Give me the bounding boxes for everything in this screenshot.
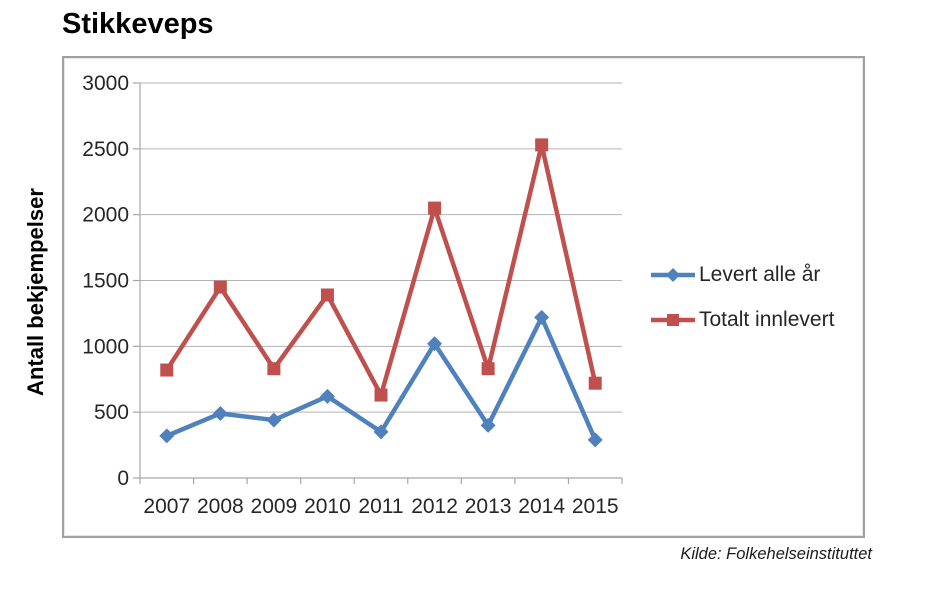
legend-square-marker-icon — [651, 314, 695, 326]
svg-text:2012: 2012 — [411, 495, 458, 518]
svg-text:1500: 1500 — [82, 270, 129, 293]
legend-label: Levert alle år — [699, 263, 821, 286]
source-caption: Kilde: Folkehelseinstituttet — [680, 545, 872, 563]
svg-text:2008: 2008 — [197, 495, 244, 518]
svg-text:2015: 2015 — [572, 495, 619, 518]
svg-text:2010: 2010 — [304, 495, 351, 518]
svg-text:2013: 2013 — [465, 495, 512, 518]
chart-area: 0 500 1000 1500 2000 2500 3000 2007 2008 2009 2010… — [62, 56, 865, 538]
svg-text:2000: 2000 — [82, 204, 129, 227]
line-chart: 0 500 1000 1500 2000 2500 3000 2007 2008 2009 2010… — [82, 72, 623, 518]
svg-text:2009: 2009 — [251, 495, 298, 518]
svg-text:2007: 2007 — [143, 495, 190, 518]
legend-item-levert-alle-ar: Levert alle år — [651, 263, 834, 287]
svg-text:2014: 2014 — [518, 495, 565, 518]
svg-text:500: 500 — [94, 401, 129, 424]
legend: Levert alle år Totalt innlevert — [651, 263, 834, 332]
chart-title: Stikkeveps — [62, 8, 214, 40]
svg-text:1000: 1000 — [82, 335, 129, 358]
svg-text:2500: 2500 — [82, 138, 129, 161]
legend-item-totalt-innlevert: Totalt innlevert — [651, 308, 834, 332]
legend-label: Totalt innlevert — [699, 308, 835, 331]
y-axis-title: Antall bekjempelser — [23, 188, 48, 396]
legend-diamond-marker-icon — [651, 268, 695, 282]
svg-text:0: 0 — [117, 467, 129, 490]
svg-text:3000: 3000 — [82, 72, 129, 95]
svg-text:2011: 2011 — [358, 495, 403, 518]
